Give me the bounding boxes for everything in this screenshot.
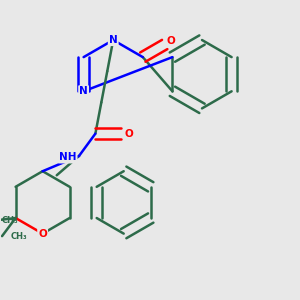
Text: N: N xyxy=(109,35,118,45)
Text: CH₃: CH₃ xyxy=(11,232,28,241)
Text: O: O xyxy=(38,229,47,238)
Text: NH: NH xyxy=(59,152,76,162)
Text: O: O xyxy=(167,36,176,46)
Text: N: N xyxy=(79,86,88,96)
Text: O: O xyxy=(124,129,133,139)
Text: CH₃: CH₃ xyxy=(2,216,19,225)
